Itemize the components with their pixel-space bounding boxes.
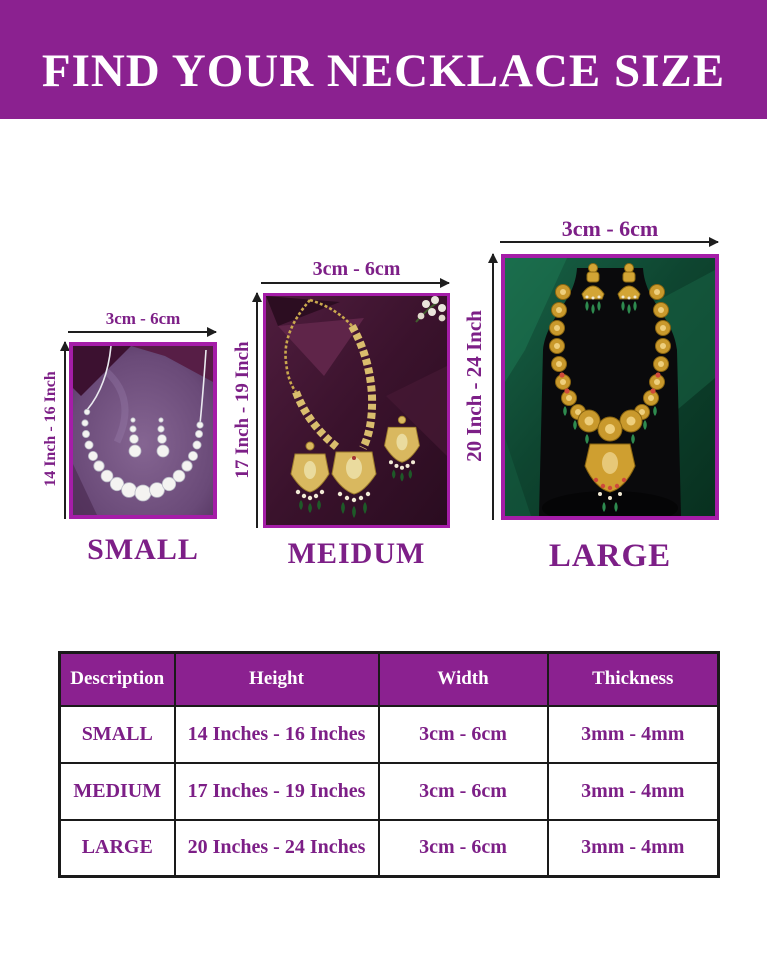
small-necklace-illustration xyxy=(73,346,213,515)
table-header-width: Width xyxy=(377,651,549,707)
large-necklace-illustration xyxy=(505,258,715,516)
small-necklace-photo xyxy=(69,342,217,519)
height-label-large: 20 Inch - 24 Inch xyxy=(462,310,486,462)
table-cell: 3cm - 6cm xyxy=(377,704,549,764)
table-header-description: Description xyxy=(58,651,176,707)
table-cell: 3cm - 6cm xyxy=(377,761,549,821)
table-cell: MEDIUM xyxy=(58,761,176,821)
height-label-medium: 17 Inch - 19 Inch xyxy=(232,341,253,479)
flowers xyxy=(415,296,446,323)
table-cell: 3mm - 4mm xyxy=(546,704,720,764)
size-name-medium: MEIDUM xyxy=(287,537,426,570)
medium-necklace-photo xyxy=(263,293,450,528)
width-label-medium: 3cm - 6cm xyxy=(312,258,401,280)
table-row-medium: MEDIUM 17 Inches - 19 Inches 3cm - 6cm 3… xyxy=(58,761,720,821)
height-label-small: 14 Inch - 16 Inch xyxy=(42,371,59,487)
large-necklace-photo xyxy=(501,254,719,520)
table-header-height: Height xyxy=(173,651,380,707)
medium-necklace-illustration xyxy=(266,296,447,525)
table-cell: 3mm - 4mm xyxy=(546,761,720,821)
size-chart-table: Description Height Width Thickness SMALL… xyxy=(58,651,720,878)
page-banner: FIND YOUR NECKLACE SIZE xyxy=(0,0,767,119)
width-arrow-icon-medium xyxy=(261,278,450,288)
table-header-thickness: Thickness xyxy=(546,651,720,707)
width-arrow-icon-small xyxy=(68,327,217,337)
table-cell: 17 Inches - 19 Inches xyxy=(173,761,380,821)
size-name-large: LARGE xyxy=(548,538,672,574)
height-arrow-icon-small xyxy=(60,341,70,519)
height-arrow-icon-large xyxy=(488,253,498,520)
width-label-large: 3cm - 6cm xyxy=(561,216,659,241)
table-cell: 3cm - 6cm xyxy=(377,818,549,878)
table-cell: SMALL xyxy=(58,704,176,764)
table-row-small: SMALL 14 Inches - 16 Inches 3cm - 6cm 3m… xyxy=(58,704,720,764)
page-title: FIND YOUR NECKLACE SIZE xyxy=(41,44,726,97)
table-cell: LARGE xyxy=(58,818,176,878)
table-cell: 20 Inches - 24 Inches xyxy=(173,818,380,878)
table-row-large: LARGE 20 Inches - 24 Inches 3cm - 6cm 3m… xyxy=(58,818,720,878)
table-cell: 14 Inches - 16 Inches xyxy=(173,704,380,764)
width-arrow-icon-large xyxy=(500,237,719,247)
table-header-row: Description Height Width Thickness xyxy=(58,651,720,707)
height-arrow-icon-medium xyxy=(252,292,262,528)
width-label-small: 3cm - 6cm xyxy=(105,309,181,328)
size-name-small: SMALL xyxy=(87,533,199,566)
table-cell: 3mm - 4mm xyxy=(546,818,720,878)
